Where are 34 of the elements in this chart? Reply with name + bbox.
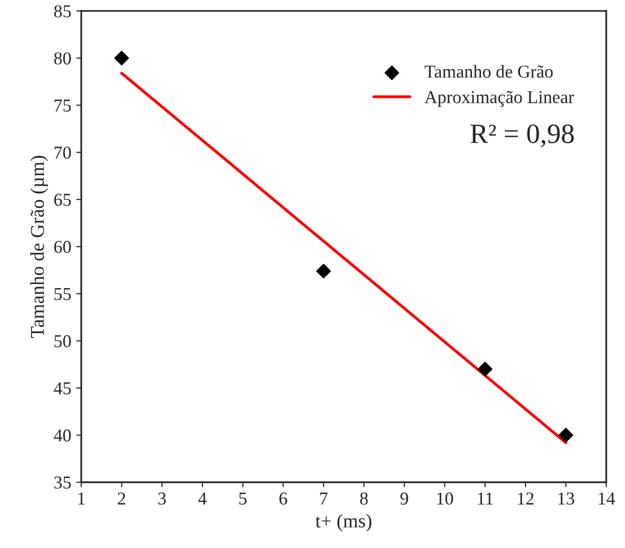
x-tick-label: 7	[320, 492, 328, 504]
y-tick-label: 45	[54, 382, 71, 394]
x-tick-label: 4	[198, 492, 207, 504]
y-tick-label: 80	[54, 52, 71, 65]
y-tick-label: 50	[54, 335, 71, 348]
x-tick-label: 8	[360, 492, 368, 505]
x-tick-label: 2	[118, 492, 126, 504]
x-tick-label: 9	[400, 492, 408, 505]
x-axis-title: t+ (ms)	[316, 514, 372, 532]
point	[114, 50, 129, 66]
y-tick-label: 40	[54, 429, 71, 442]
x-tick-label: 12	[518, 492, 534, 504]
legend-label: Aproximação Linear	[424, 90, 574, 107]
point	[316, 264, 331, 278]
point	[558, 428, 574, 442]
point	[478, 362, 492, 376]
y-axis-title: Tamanho de Grão (µm)	[30, 156, 48, 338]
x-tick-label: 10	[437, 492, 454, 505]
y-tick-label: 55	[54, 288, 71, 300]
legend-label: Tamanho de Grão	[424, 65, 553, 78]
x-tick-label: 1	[78, 492, 85, 504]
annotation: R² = 0,98	[470, 124, 574, 148]
y-tick-label: 75	[54, 100, 71, 112]
x-tick-label: 13	[558, 492, 574, 505]
y-tick-label: 85	[54, 5, 71, 18]
x-tick-label: 6	[279, 492, 288, 505]
x-tick-label: 14	[598, 492, 615, 504]
x-tick-label: 5	[239, 492, 247, 505]
y-tick-label: 70	[54, 146, 71, 159]
y-tick-label: 60	[54, 240, 71, 254]
y-tick-label: 65	[54, 194, 71, 206]
x-tick-label: 3	[158, 492, 166, 505]
y-tick-label: 35	[54, 476, 71, 489]
x-tick-label: 11	[478, 492, 493, 504]
